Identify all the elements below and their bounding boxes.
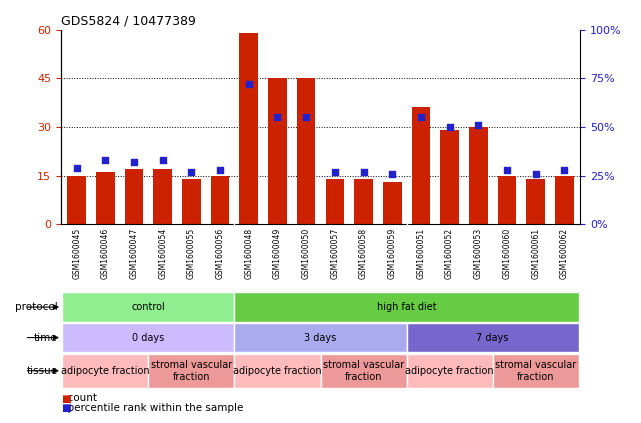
- Text: high fat diet: high fat diet: [377, 302, 437, 312]
- Text: adipocyte fraction: adipocyte fraction: [405, 366, 494, 376]
- Text: GSM1600050: GSM1600050: [302, 228, 311, 279]
- Bar: [211, 176, 229, 224]
- Point: [559, 166, 569, 173]
- FancyBboxPatch shape: [62, 292, 235, 322]
- Bar: [469, 127, 488, 224]
- Bar: [383, 182, 401, 224]
- FancyBboxPatch shape: [235, 354, 320, 388]
- Bar: [555, 176, 574, 224]
- Text: GSM1600055: GSM1600055: [187, 228, 196, 279]
- FancyBboxPatch shape: [235, 292, 579, 322]
- Text: 7 days: 7 days: [476, 332, 509, 343]
- Text: count: count: [61, 393, 97, 404]
- Point: [502, 166, 512, 173]
- Text: 3 days: 3 days: [304, 332, 337, 343]
- Text: time: time: [34, 332, 58, 343]
- FancyBboxPatch shape: [406, 354, 493, 388]
- Bar: [268, 78, 287, 224]
- Text: stromal vascular
fraction: stromal vascular fraction: [151, 360, 232, 382]
- Bar: [297, 78, 315, 224]
- Text: GSM1600054: GSM1600054: [158, 228, 167, 279]
- Point: [72, 165, 82, 171]
- Text: adipocyte fraction: adipocyte fraction: [233, 366, 322, 376]
- Text: GSM1600049: GSM1600049: [273, 228, 282, 279]
- FancyBboxPatch shape: [406, 323, 579, 352]
- Bar: [526, 179, 545, 224]
- Text: ■: ■: [61, 394, 71, 404]
- Text: GSM1600052: GSM1600052: [445, 228, 454, 279]
- Text: GDS5824 / 10477389: GDS5824 / 10477389: [61, 14, 196, 27]
- Point: [444, 124, 454, 130]
- FancyBboxPatch shape: [148, 354, 235, 388]
- Text: stromal vascular
fraction: stromal vascular fraction: [323, 360, 404, 382]
- Text: GSM1600057: GSM1600057: [330, 228, 339, 279]
- Bar: [354, 179, 373, 224]
- Text: 0 days: 0 days: [132, 332, 165, 343]
- Text: percentile rank within the sample: percentile rank within the sample: [61, 403, 244, 413]
- FancyBboxPatch shape: [62, 323, 235, 352]
- Point: [187, 168, 197, 175]
- Point: [358, 168, 369, 175]
- Point: [387, 170, 397, 177]
- FancyBboxPatch shape: [235, 323, 406, 352]
- Text: GSM1600047: GSM1600047: [129, 228, 138, 279]
- FancyBboxPatch shape: [62, 354, 148, 388]
- Text: GSM1600060: GSM1600060: [503, 228, 512, 279]
- Bar: [497, 176, 516, 224]
- Point: [531, 170, 541, 177]
- Text: GSM1600061: GSM1600061: [531, 228, 540, 279]
- Text: GSM1600056: GSM1600056: [215, 228, 224, 279]
- Text: GSM1600062: GSM1600062: [560, 228, 569, 279]
- Bar: [67, 176, 86, 224]
- Point: [473, 121, 483, 128]
- FancyBboxPatch shape: [493, 354, 579, 388]
- Bar: [125, 169, 144, 224]
- Point: [244, 81, 254, 88]
- Text: ■: ■: [61, 403, 71, 413]
- Bar: [240, 33, 258, 224]
- Bar: [440, 130, 459, 224]
- Bar: [182, 179, 201, 224]
- Point: [301, 114, 312, 121]
- Text: GSM1600058: GSM1600058: [359, 228, 368, 279]
- Text: control: control: [131, 302, 165, 312]
- Text: GSM1600045: GSM1600045: [72, 228, 81, 279]
- Text: GSM1600051: GSM1600051: [417, 228, 426, 279]
- Bar: [326, 179, 344, 224]
- Text: adipocyte fraction: adipocyte fraction: [61, 366, 149, 376]
- FancyBboxPatch shape: [320, 354, 406, 388]
- Point: [129, 159, 139, 165]
- Point: [215, 166, 225, 173]
- Text: tissue: tissue: [26, 366, 58, 376]
- Text: GSM1600048: GSM1600048: [244, 228, 253, 279]
- Point: [272, 114, 283, 121]
- Text: protocol: protocol: [15, 302, 58, 312]
- Point: [100, 157, 110, 163]
- Point: [158, 157, 168, 163]
- Bar: [412, 107, 430, 224]
- Bar: [153, 169, 172, 224]
- Text: GSM1600046: GSM1600046: [101, 228, 110, 279]
- Point: [329, 168, 340, 175]
- Text: GSM1600059: GSM1600059: [388, 228, 397, 279]
- Text: stromal vascular
fraction: stromal vascular fraction: [495, 360, 576, 382]
- Point: [416, 114, 426, 121]
- Text: GSM1600053: GSM1600053: [474, 228, 483, 279]
- Bar: [96, 172, 115, 224]
